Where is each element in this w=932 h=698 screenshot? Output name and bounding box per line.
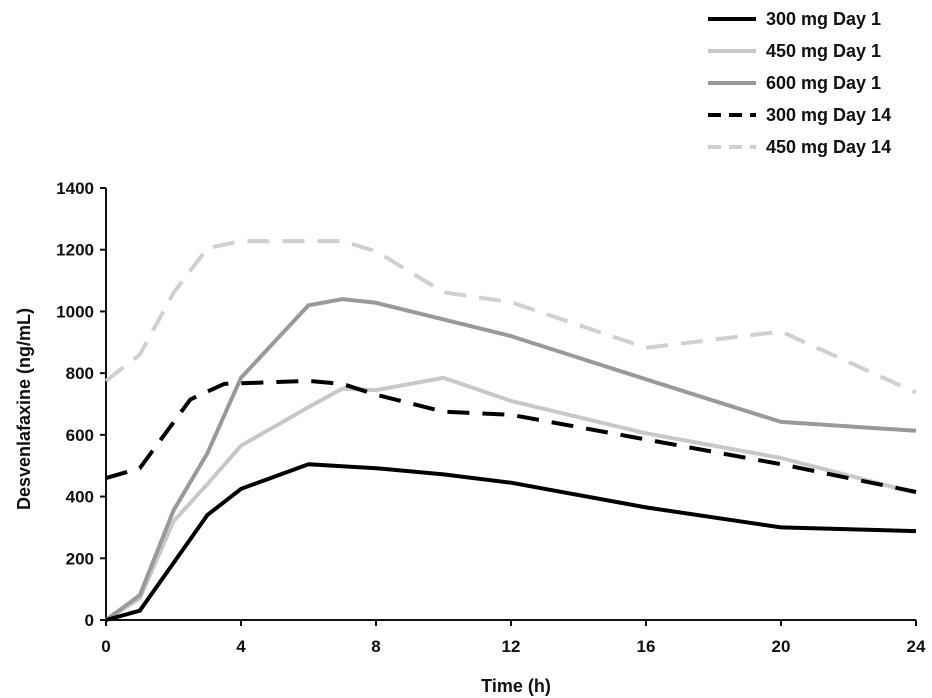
x-tick-label: 20 [772, 637, 791, 656]
series-line-300-mg-day-14 [105, 378, 917, 494]
x-tick-label: 4 [236, 637, 246, 656]
x-tick-label: 24 [907, 637, 926, 656]
series-line-300-mg-day-1 [105, 462, 917, 622]
x-tick-label: 12 [502, 637, 521, 656]
legend: 300 mg Day 1 450 mg Day 1 600 mg Day 1 300 … [708, 9, 891, 157]
chart-axes: 0 4 8 12 16 20 24 0 200 400 600 800 1000 1200 1400 [56, 179, 926, 656]
y-tick-label: 0 [85, 611, 94, 630]
y-axis-title: Desvenlafaxine (ng/mL) [14, 308, 34, 510]
legend-label: 450 mg Day 14 [766, 137, 891, 157]
legend-label: 300 mg Day 14 [766, 105, 891, 125]
x-axis-title: Time (h) [481, 676, 551, 696]
series-line-600-mg-day-1 [104, 297, 917, 622]
x-tick-label: 0 [101, 637, 110, 656]
y-tick-label: 1400 [56, 179, 94, 198]
y-tick-label: 1200 [56, 241, 94, 260]
y-tick-label: 600 [66, 426, 94, 445]
y-tick-label: 1000 [56, 302, 94, 321]
series-line-450-mg-day-1 [104, 375, 917, 622]
legend-label: 600 mg Day 1 [766, 73, 881, 93]
y-tick-label: 800 [66, 364, 94, 383]
x-tick-label: 8 [371, 637, 380, 656]
series-line-450-mg-day-14 [104, 239, 917, 395]
series-lines [104, 239, 917, 622]
y-axis-ticks: 0 200 400 600 800 1000 1200 1400 [56, 179, 106, 630]
legend-label: 300 mg Day 1 [766, 9, 881, 29]
y-tick-label: 400 [66, 488, 94, 507]
legend-label: 450 mg Day 1 [766, 41, 881, 61]
x-axis-ticks: 0 4 8 12 16 20 24 [101, 620, 926, 656]
y-tick-label: 200 [66, 549, 94, 568]
x-tick-label: 16 [637, 637, 656, 656]
